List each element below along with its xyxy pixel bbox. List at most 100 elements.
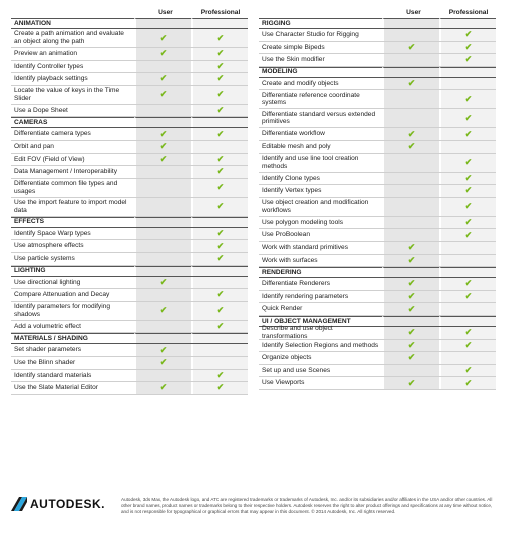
- professional-cell: ✔: [439, 172, 496, 185]
- feature-label: Use directional lighting: [14, 278, 81, 286]
- professional-cell: ✔: [439, 109, 496, 128]
- feature-label: Add a volumetric effect: [14, 322, 81, 330]
- feature-label: Identify Clone types: [262, 174, 320, 182]
- user-cell: ✔: [134, 140, 191, 153]
- user-cell: [134, 265, 191, 276]
- feature-label: Identify Controller types: [14, 62, 84, 70]
- check-icon: ✔: [407, 327, 416, 338]
- user-cell: ✔: [382, 128, 439, 140]
- check-icon: ✔: [407, 339, 416, 350]
- table-row: Use the Slate Material Editor ✔ ✔: [11, 382, 248, 395]
- professional-cell: ✔: [191, 166, 248, 178]
- user-cell: [382, 197, 439, 216]
- user-column-header: User: [406, 8, 421, 16]
- section-title: LIGHTING: [11, 265, 134, 276]
- professional-cell: ✔: [191, 104, 248, 117]
- professional-cell: ✔: [191, 289, 248, 301]
- autodesk-logo: AUTODESK.: [11, 496, 121, 512]
- user-cell: [134, 289, 191, 301]
- feature-label: Use ProBoolean: [262, 231, 311, 239]
- user-cell: [134, 320, 191, 333]
- professional-cell: ✔: [439, 41, 496, 54]
- table-row: Set shader parameters ✔: [11, 344, 248, 357]
- professional-cell: [439, 18, 496, 28]
- check-icon: ✔: [464, 217, 473, 228]
- feature-label: Use Viewports: [262, 379, 305, 387]
- check-icon: ✔: [464, 93, 473, 104]
- section-title: RENDERING: [259, 267, 382, 277]
- feature-label: Create and modify objects: [262, 79, 339, 87]
- feature-label: Create simple Bipeds: [262, 43, 325, 51]
- user-cell: ✔: [134, 356, 191, 369]
- user-cell: [134, 197, 191, 216]
- table-row: Use the Skin modifier ✔: [259, 54, 496, 67]
- user-cell: ✔: [382, 278, 439, 290]
- user-cell: ✔: [382, 77, 439, 90]
- professional-cell: ✔: [439, 339, 496, 352]
- section-title: UI / OBJECT MANAGEMENT: [259, 315, 382, 326]
- table-row: Use atmosphere effects ✔: [11, 240, 248, 253]
- user-cell: ✔: [382, 303, 439, 315]
- feature-label: Differentiate camera types: [14, 130, 91, 138]
- professional-cell: [191, 344, 248, 356]
- professional-cell: [439, 140, 496, 153]
- table-row: Quick Render ✔: [259, 303, 496, 316]
- section-header-lighting: LIGHTING: [11, 265, 248, 277]
- section-title: MODELING: [259, 66, 382, 77]
- feature-label: Use Character Studio for Rigging: [262, 31, 359, 38]
- user-cell: ✔: [382, 326, 439, 339]
- table-row: Edit FOV (Field of View) ✔ ✔: [11, 153, 248, 167]
- section-title: RIGGING: [259, 18, 382, 28]
- check-icon: ✔: [216, 228, 225, 239]
- user-cell: ✔: [134, 48, 191, 60]
- check-icon: ✔: [464, 157, 473, 168]
- check-icon: ✔: [464, 201, 473, 212]
- section-title: MATERIALS / SHADING: [11, 333, 134, 343]
- table-row: Orbit and pan ✔: [11, 140, 248, 154]
- user-cell: ✔: [134, 29, 191, 47]
- table-row: Identify and use line tool creation meth…: [259, 153, 496, 173]
- feature-label: Editable mesh and poly: [262, 142, 331, 150]
- check-icon: ✔: [464, 377, 473, 388]
- table-row: Organize objects ✔: [259, 352, 496, 365]
- check-icon: ✔: [216, 166, 225, 177]
- feature-label: Differentiate common file types and usag…: [14, 180, 118, 195]
- professional-cell: ✔: [191, 128, 248, 140]
- check-icon: ✔: [464, 54, 473, 65]
- table-row: Create and modify objects ✔: [259, 77, 496, 91]
- check-icon: ✔: [216, 153, 225, 164]
- table-row: Differentiate camera types ✔ ✔: [11, 128, 248, 141]
- professional-cell: [191, 140, 248, 153]
- user-cell: ✔: [134, 85, 191, 104]
- feature-label: Locate the value of keys in the Time Sli…: [14, 87, 120, 102]
- left-table: User Professional ANIMATION Create a path…: [11, 6, 248, 395]
- professional-cell: ✔: [439, 326, 496, 339]
- professional-cell: [439, 254, 496, 267]
- check-icon: ✔: [159, 344, 168, 355]
- user-cell: ✔: [134, 153, 191, 166]
- check-icon: ✔: [159, 128, 168, 139]
- feature-label: Differentiate reference coordinate syste…: [262, 91, 360, 107]
- professional-cell: [439, 315, 496, 326]
- user-cell: [134, 18, 191, 28]
- table-row: Editable mesh and poly ✔: [259, 140, 496, 154]
- section-header-rigging: RIGGING: [259, 18, 496, 29]
- table-row: Preview an animation ✔ ✔: [11, 48, 248, 61]
- professional-cell: ✔: [439, 377, 496, 389]
- professional-cell: [191, 356, 248, 369]
- user-cell: ✔: [382, 339, 439, 352]
- feature-label: Organize objects: [262, 354, 312, 362]
- professional-cell: ✔: [439, 278, 496, 290]
- table-row: Identify Space Warp types ✔: [11, 227, 248, 241]
- user-cell: [134, 240, 191, 252]
- professional-cell: [191, 276, 248, 289]
- logo-text: AUTODESK.: [30, 497, 105, 511]
- check-icon: ✔: [407, 291, 416, 302]
- user-cell: ✔: [134, 73, 191, 85]
- table-row: Differentiate common file types and usag…: [11, 178, 248, 198]
- user-cell: [382, 172, 439, 185]
- feature-label: Differentiate Renderers: [262, 280, 331, 288]
- feature-label: Compare Attenuation and Decay: [14, 291, 110, 299]
- check-icon: ✔: [407, 254, 416, 265]
- table-row: Use a Dope Sheet ✔: [11, 104, 248, 118]
